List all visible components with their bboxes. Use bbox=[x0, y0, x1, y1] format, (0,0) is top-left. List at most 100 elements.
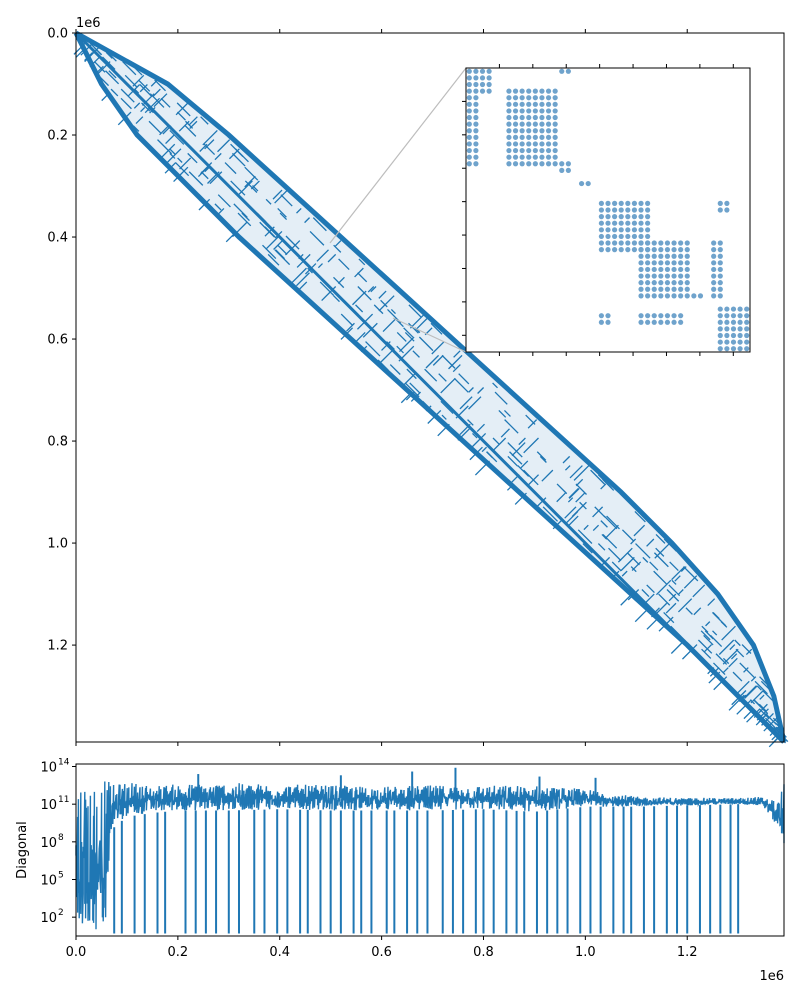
band-structure-segment bbox=[352, 290, 367, 306]
main-axes-frame bbox=[75, 32, 785, 743]
band-structure-segment bbox=[316, 249, 329, 262]
inset-point bbox=[552, 128, 558, 134]
inset-point bbox=[684, 273, 690, 279]
inset-point bbox=[466, 154, 472, 160]
inset-point bbox=[717, 260, 723, 266]
band-structure-segment bbox=[518, 437, 526, 446]
band-structure-segment bbox=[749, 699, 756, 705]
band-structure-segment bbox=[603, 515, 618, 530]
inset-point bbox=[730, 346, 737, 352]
inset-point bbox=[545, 101, 552, 107]
log-tick-exponent: 5 bbox=[58, 871, 64, 881]
band-structure-segment bbox=[329, 318, 346, 334]
band-structure-segment bbox=[409, 313, 425, 329]
inset-point bbox=[473, 134, 479, 140]
inset-point bbox=[618, 214, 624, 220]
band-structure-segment bbox=[674, 575, 681, 582]
band-structure-segment bbox=[432, 354, 444, 366]
band-structure-segment bbox=[635, 543, 651, 559]
band-structure-segment bbox=[152, 88, 161, 98]
band-structure-segment bbox=[600, 556, 611, 567]
band-structure-segment bbox=[388, 345, 402, 359]
band-structure-segment bbox=[617, 547, 633, 563]
band-structure-segment bbox=[224, 162, 237, 175]
inset-point bbox=[730, 306, 737, 312]
log-tick-label: 10 bbox=[40, 836, 57, 851]
band-structure-segment bbox=[380, 299, 388, 308]
band-structure-segment bbox=[492, 437, 507, 451]
inset-point bbox=[658, 273, 664, 279]
inset-point bbox=[638, 207, 644, 213]
inset-point bbox=[645, 286, 651, 292]
inset-point bbox=[671, 313, 677, 319]
band-structure-segment bbox=[169, 152, 176, 159]
band-structure-segment bbox=[468, 387, 474, 393]
band-structure-segment bbox=[296, 272, 310, 287]
band-structure-segment bbox=[685, 607, 693, 615]
zoom-inset bbox=[329, 64, 751, 356]
band-structure-segment bbox=[627, 589, 640, 601]
band-structure-segment bbox=[84, 51, 94, 62]
band-structure-segment bbox=[744, 685, 757, 698]
band-structure-segment bbox=[718, 639, 735, 655]
band-structure-segment bbox=[132, 65, 143, 76]
inset-point bbox=[506, 101, 512, 107]
inset-point bbox=[717, 293, 723, 299]
inset-point bbox=[711, 260, 717, 266]
inset-point bbox=[605, 227, 611, 233]
inset-point bbox=[545, 141, 552, 147]
inset-point bbox=[664, 286, 671, 292]
inset-point bbox=[466, 101, 472, 107]
band-structure-segment bbox=[621, 570, 628, 577]
band-structure-segment bbox=[404, 331, 415, 342]
band-structure-segment bbox=[703, 634, 714, 646]
band-structure-segment bbox=[144, 97, 161, 114]
y-tick-label: 0.4 bbox=[47, 231, 68, 246]
band-structure-segment bbox=[277, 208, 287, 218]
band-structure-segment bbox=[649, 561, 659, 571]
band-structure-segment bbox=[333, 244, 342, 253]
band-structure-segment bbox=[176, 111, 186, 121]
band-structure-segment bbox=[713, 676, 728, 691]
band-structure-segment bbox=[500, 428, 510, 438]
band-structure-segment bbox=[610, 570, 620, 580]
band-structure-segment bbox=[269, 263, 282, 275]
band-structure-segment bbox=[602, 478, 615, 491]
band-structure-segment bbox=[573, 465, 590, 481]
inset-point bbox=[512, 154, 519, 160]
inset-point bbox=[539, 154, 545, 160]
x-tick-label: 0.8 bbox=[473, 945, 494, 960]
inset-point bbox=[466, 88, 472, 94]
inset-point bbox=[664, 266, 671, 273]
band-structure-segment bbox=[556, 492, 566, 503]
band-structure-segment bbox=[159, 125, 169, 136]
band-structure-segment bbox=[101, 93, 110, 102]
band-structure-segment bbox=[356, 313, 374, 330]
band-structure-segment bbox=[422, 400, 434, 412]
inset-point bbox=[684, 293, 690, 299]
band-structure-segment bbox=[658, 593, 671, 606]
band-structure-segment bbox=[396, 345, 404, 354]
band-structure-segment bbox=[565, 533, 577, 545]
inset-point bbox=[473, 161, 479, 167]
inset-point bbox=[724, 319, 730, 325]
inset-point bbox=[678, 266, 684, 273]
inset-point bbox=[466, 161, 472, 167]
band-structure-segment bbox=[583, 524, 589, 531]
band-structure-segment bbox=[712, 611, 720, 620]
inset-point bbox=[519, 121, 525, 127]
inset-point bbox=[545, 121, 552, 127]
band-structure-segment bbox=[373, 359, 385, 370]
band-structure-segment bbox=[655, 533, 666, 544]
inset-point bbox=[678, 280, 684, 286]
band-structure-segment bbox=[459, 423, 471, 436]
inset-point bbox=[618, 207, 624, 213]
inset-point bbox=[737, 326, 743, 332]
band-structure-segment bbox=[396, 331, 407, 342]
inset-point bbox=[473, 68, 479, 74]
inset-point bbox=[638, 313, 644, 319]
band-structure-segment bbox=[197, 166, 209, 177]
band-structure-segment bbox=[552, 520, 562, 530]
inset-point bbox=[519, 114, 525, 121]
inset-point bbox=[691, 293, 697, 299]
